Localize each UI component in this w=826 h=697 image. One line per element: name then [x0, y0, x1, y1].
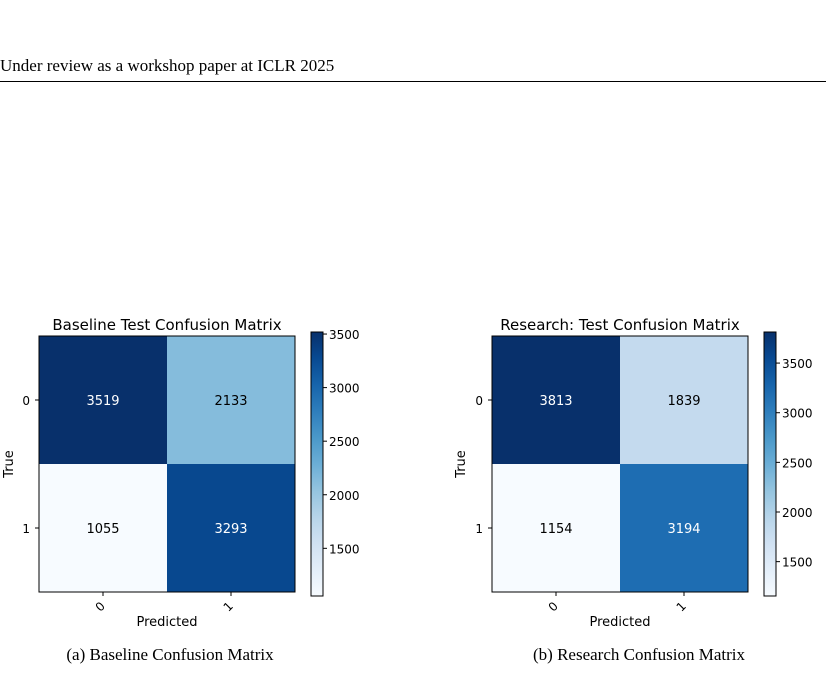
panel-a-x-axis-label: Predicted [136, 615, 197, 630]
panel-a-colorbar-tick-label-3: 3000 [329, 382, 360, 396]
panel-a-colorbar-tick-label-1: 2000 [329, 489, 360, 503]
panel-b-colorbar-tick-label-3: 3000 [782, 407, 813, 421]
panel-b-title: Research: Test Confusion Matrix [500, 316, 740, 334]
page-header: Under review as a workshop paper at ICLR… [0, 56, 335, 75]
panel-a-colorbar-tick-label-4: 3500 [329, 328, 360, 342]
panel-a-colorbar [310, 331, 324, 597]
panel-b-colorbar-tick-label-0: 1500 [782, 556, 813, 570]
panel-b-value-label-0-1: 1839 [667, 394, 700, 409]
panel-a-colorbar-tick-label-2: 2500 [329, 435, 360, 449]
panel-a-axes-frame [38, 335, 296, 593]
panel-b-cell-1-1 [620, 464, 748, 592]
panel-b-cell-1-0 [492, 464, 620, 592]
panel-b-colorbar [763, 331, 777, 597]
panel-b-x-tick-label-1: 1 [674, 599, 689, 614]
panel-b-value-label-1-0: 1154 [539, 522, 572, 537]
panel-b-y-tick-label-0: 0 [475, 394, 483, 408]
panel-b-colorbar-tick-label-1: 2000 [782, 506, 813, 520]
panel-a-value-label-1-1: 3293 [214, 522, 247, 537]
caption-a: (a) Baseline Confusion Matrix [66, 645, 274, 664]
panel-b-axes-frame [491, 335, 749, 593]
panel-a-value-label-0-0: 3519 [86, 394, 119, 409]
caption-b: (b) Research Confusion Matrix [533, 645, 745, 664]
panel-b-colorbar-tick-label-2: 2500 [782, 456, 813, 470]
panel-a-y-tick-label-1: 1 [22, 522, 30, 536]
panel-a-x-tick-label-0: 0 [93, 599, 108, 614]
panel-b-cell-0-0 [492, 336, 620, 464]
panel-b-value-label-0-0: 3813 [539, 394, 572, 409]
panel-a-title: Baseline Test Confusion Matrix [52, 316, 281, 334]
panel-a-value-label-1-0: 1055 [86, 522, 119, 537]
panel-a-x-tick-label-1: 1 [221, 599, 236, 614]
panel-a-cell-0-1 [167, 336, 295, 464]
panel-a-colorbar-tick-label-0: 1500 [329, 542, 360, 556]
panel-b-y-axis-label: True [454, 450, 469, 479]
panel-b-x-axis-label: Predicted [589, 615, 650, 630]
panel-a-cell-1-0 [39, 464, 167, 592]
panel-b-y-tick-label-1: 1 [475, 522, 483, 536]
panel-b-x-tick-label-0: 0 [546, 599, 561, 614]
panel-a-value-label-0-1: 2133 [214, 394, 247, 409]
panel-a-y-axis-label: True [2, 450, 17, 479]
panel-a-y-tick-label-0: 0 [22, 394, 30, 408]
panel-a-cell-1-1 [167, 464, 295, 592]
panel-b-value-label-1-1: 3194 [667, 522, 700, 537]
panel-a-cell-0-0 [39, 336, 167, 464]
panel-b-cell-0-1 [620, 336, 748, 464]
panel-b-colorbar-tick-label-4: 3500 [782, 357, 813, 371]
header-rule [0, 81, 826, 82]
